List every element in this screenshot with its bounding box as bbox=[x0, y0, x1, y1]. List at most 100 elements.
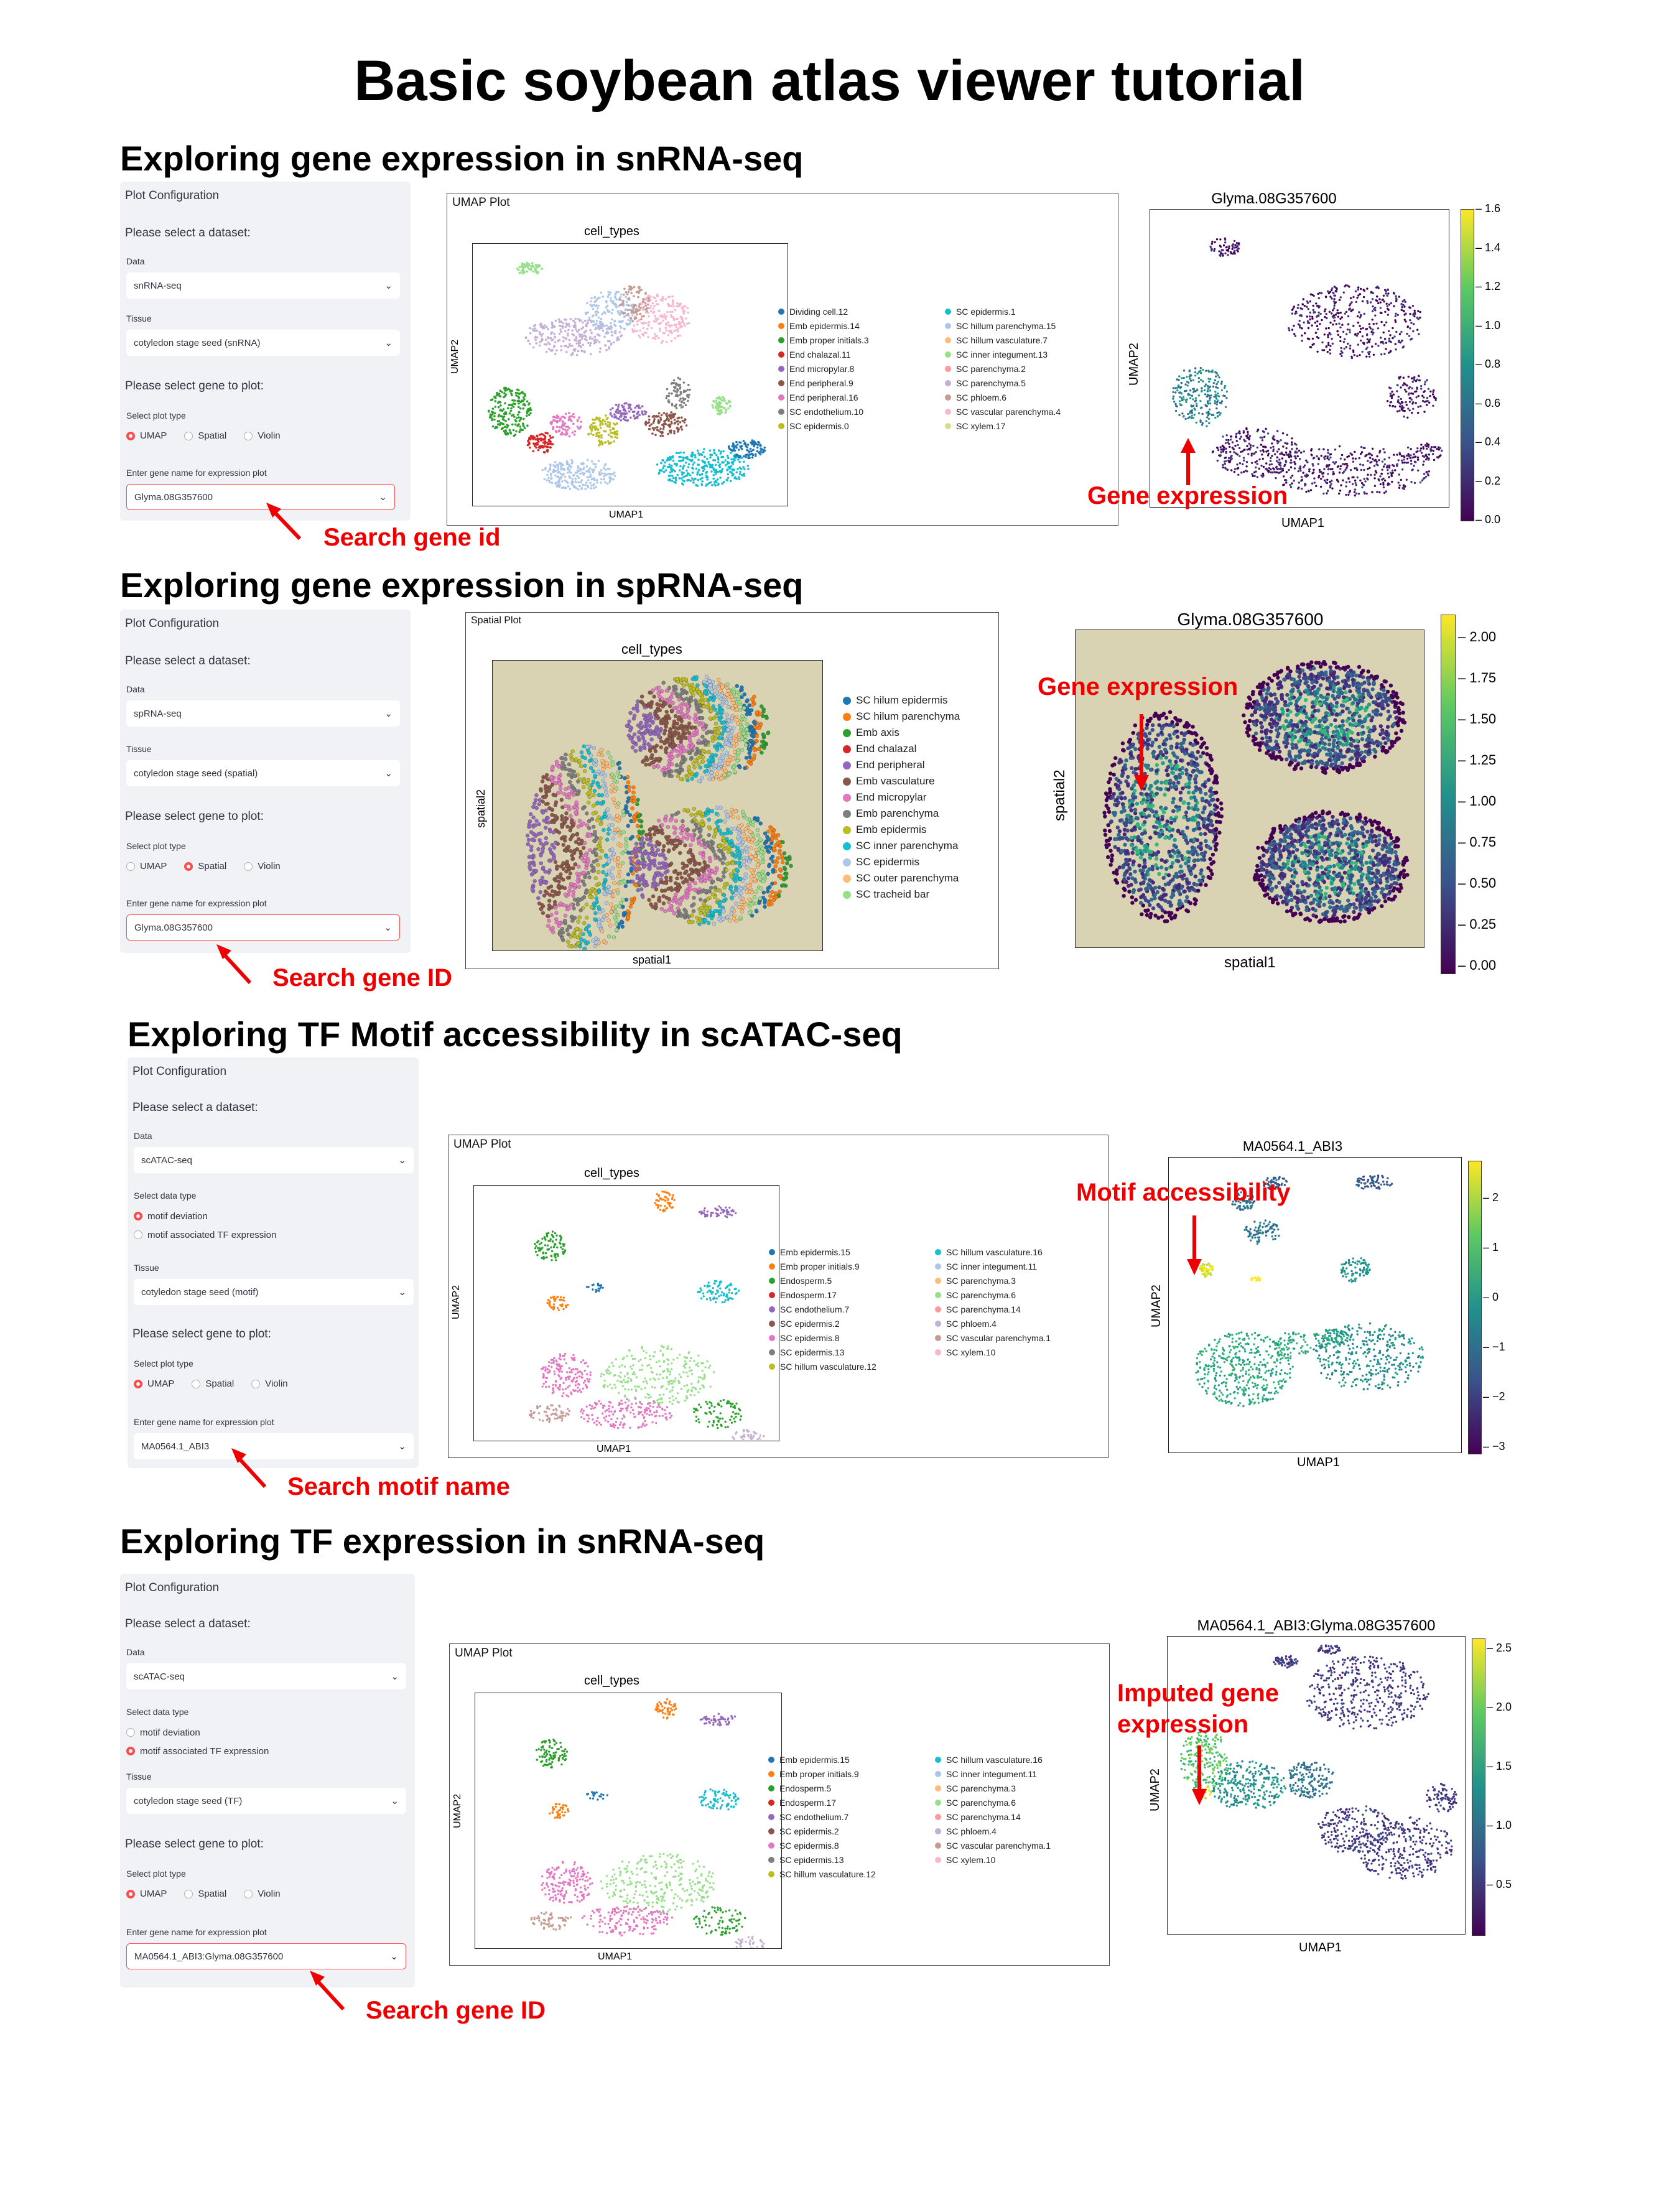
cell-point bbox=[602, 419, 605, 421]
cell-point bbox=[1432, 391, 1434, 393]
cell-point bbox=[1419, 310, 1421, 314]
cell-point bbox=[713, 459, 717, 462]
cell-point bbox=[554, 466, 557, 468]
legend-column-2: SC epidermis.1 SC hillum parenchyma.15 SC … bbox=[945, 304, 1061, 433]
cell-point bbox=[497, 406, 500, 409]
cell-point bbox=[572, 319, 575, 322]
cell-point bbox=[1326, 457, 1329, 460]
cell-point bbox=[666, 417, 669, 420]
cell-point bbox=[671, 393, 673, 395]
spot-point bbox=[598, 910, 602, 914]
cell-point bbox=[608, 293, 611, 296]
cell-point bbox=[1311, 463, 1314, 465]
radio-spatial[interactable]: Spatial bbox=[184, 861, 226, 871]
cell-point bbox=[1216, 401, 1219, 404]
cell-point bbox=[756, 446, 759, 449]
cell-point bbox=[555, 417, 559, 419]
cell-point bbox=[1373, 308, 1375, 310]
spot-point bbox=[587, 826, 592, 830]
cell-point bbox=[554, 325, 556, 328]
cell-point bbox=[571, 460, 574, 463]
spot-point bbox=[577, 915, 582, 919]
radio-violin[interactable]: Violin bbox=[244, 861, 281, 871]
cell-point bbox=[503, 388, 506, 390]
data-select[interactable]: spRNA-seq ⌄ bbox=[126, 700, 400, 727]
cell-point bbox=[672, 389, 676, 392]
radio-umap[interactable]: UMAP bbox=[126, 861, 167, 871]
spot-point bbox=[545, 891, 549, 896]
cell-point bbox=[667, 432, 669, 435]
cell-point bbox=[1438, 446, 1440, 448]
spot-point bbox=[541, 865, 546, 870]
cell-point bbox=[695, 467, 698, 470]
cell-point bbox=[1368, 341, 1370, 343]
cell-point bbox=[1276, 450, 1279, 453]
cell-point bbox=[588, 318, 591, 322]
cell-point bbox=[1385, 290, 1387, 292]
spot-point bbox=[527, 865, 532, 869]
cell-point bbox=[1183, 398, 1185, 401]
cell-point bbox=[1375, 322, 1378, 325]
cell-point bbox=[712, 399, 715, 402]
spot-point bbox=[585, 915, 589, 920]
cell-point bbox=[1206, 416, 1209, 419]
spot-point bbox=[543, 870, 547, 874]
cell-point bbox=[623, 412, 626, 415]
cell-point bbox=[1378, 298, 1381, 300]
tissue-select[interactable]: cotyledon stage seed (spatial) ⌄ bbox=[126, 760, 400, 786]
cell-point bbox=[1419, 449, 1421, 452]
cell-point bbox=[686, 388, 689, 391]
cell-point bbox=[1194, 397, 1197, 399]
radio-violin[interactable]: Violin bbox=[244, 430, 281, 441]
spot-point bbox=[582, 785, 586, 789]
cell-point bbox=[501, 427, 504, 429]
cell-point bbox=[568, 325, 571, 328]
cell-point bbox=[594, 338, 597, 341]
spot-point bbox=[560, 817, 564, 822]
umap-plot-frame: UMAP Plot cell_types UMAP1 UMAP2 Dividin… bbox=[447, 193, 1118, 526]
cell-point bbox=[1379, 475, 1382, 478]
cell-point bbox=[724, 459, 727, 462]
spot-point bbox=[553, 906, 557, 910]
cell-point bbox=[669, 430, 671, 433]
cell-point bbox=[645, 322, 648, 325]
cell-point bbox=[1290, 476, 1292, 479]
cell-point bbox=[679, 451, 682, 454]
tissue-select[interactable]: cotyledon stage seed (snRNA) ⌄ bbox=[126, 330, 400, 356]
spot-point bbox=[608, 755, 613, 760]
spot-point bbox=[582, 939, 587, 943]
cell-point bbox=[543, 324, 546, 327]
spot-point bbox=[554, 840, 558, 845]
cell-point bbox=[623, 402, 626, 405]
cell-point bbox=[654, 317, 657, 320]
cell-point bbox=[1191, 394, 1194, 397]
gene-select[interactable]: Glyma.08G357600 ⌄ bbox=[126, 914, 400, 941]
cell-point bbox=[1363, 289, 1365, 292]
cell-point bbox=[608, 468, 611, 470]
cell-point bbox=[1252, 475, 1254, 478]
cell-point bbox=[1401, 404, 1403, 407]
cell-point bbox=[552, 419, 555, 422]
cell-point bbox=[626, 309, 630, 312]
spot-point bbox=[542, 893, 547, 898]
radio-umap[interactable]: UMAP bbox=[126, 430, 167, 441]
legend-label: SC epidermis.0 bbox=[789, 421, 849, 431]
cell-point bbox=[1178, 379, 1180, 381]
cell-point bbox=[1366, 342, 1369, 344]
radio-spatial[interactable]: Spatial bbox=[184, 430, 226, 441]
cell-point bbox=[1318, 468, 1321, 472]
cell-point bbox=[659, 435, 662, 437]
cell-point bbox=[718, 397, 722, 400]
cell-point bbox=[738, 460, 741, 463]
spot-point bbox=[626, 788, 631, 793]
cell-point bbox=[674, 463, 677, 465]
cell-point bbox=[598, 434, 601, 437]
cell-point bbox=[1258, 458, 1261, 461]
gene-select[interactable]: Glyma.08G357600 ⌄ bbox=[126, 484, 395, 510]
spot-point bbox=[630, 806, 634, 811]
cell-point bbox=[671, 480, 674, 482]
data-select[interactable]: snRNA-seq ⌄ bbox=[126, 272, 400, 299]
spot-point bbox=[600, 849, 605, 853]
spot-point bbox=[560, 936, 564, 941]
cell-point bbox=[1378, 450, 1382, 452]
